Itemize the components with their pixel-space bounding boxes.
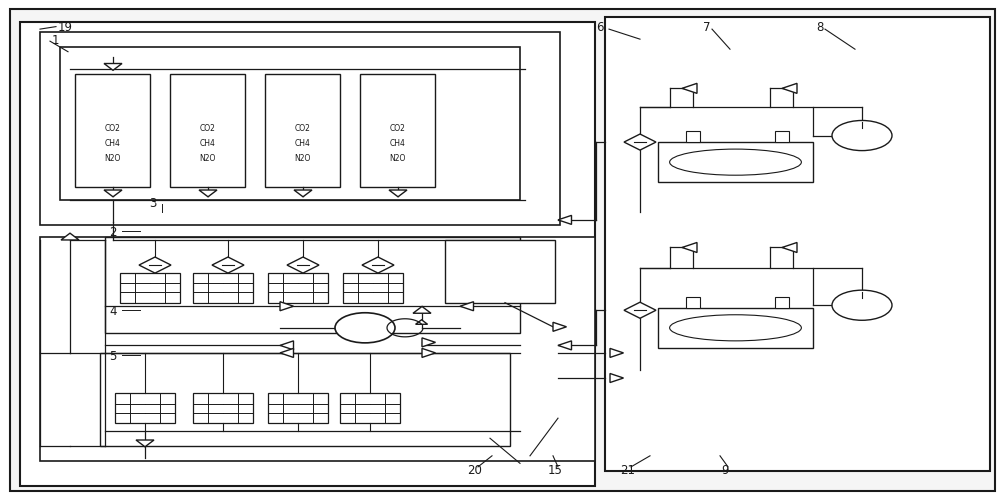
Polygon shape	[139, 258, 171, 274]
Bar	[340, 393, 400, 423]
Polygon shape	[460, 302, 474, 311]
Text: 1: 1	[51, 34, 59, 47]
Text: CO2: CO2	[200, 123, 215, 132]
Bar	[60, 48, 520, 200]
Polygon shape	[280, 302, 294, 311]
Polygon shape	[136, 440, 154, 447]
Bar	[100, 353, 510, 446]
Bar	[268, 393, 328, 423]
Bar	[120, 273, 180, 303]
Bar	[775, 297, 789, 308]
Text: CH4: CH4	[295, 138, 310, 147]
Text: 4: 4	[109, 304, 117, 317]
Bar	[170, 75, 245, 188]
Bar	[115, 393, 175, 423]
Bar	[193, 393, 253, 423]
Polygon shape	[416, 320, 428, 325]
Polygon shape	[104, 64, 122, 71]
Text: CO2: CO2	[390, 123, 405, 132]
Polygon shape	[422, 338, 436, 347]
Text: N2O: N2O	[389, 153, 406, 162]
Polygon shape	[553, 323, 566, 332]
Bar	[360, 75, 435, 188]
Text: CO2: CO2	[105, 123, 120, 132]
Circle shape	[832, 121, 892, 151]
Polygon shape	[624, 303, 656, 319]
Bar	[343, 273, 403, 303]
Text: 15: 15	[548, 463, 562, 476]
Text: 19: 19	[58, 21, 72, 34]
Text: N2O: N2O	[104, 153, 121, 162]
Polygon shape	[682, 84, 697, 94]
Text: N2O: N2O	[294, 153, 311, 162]
Bar	[105, 238, 520, 333]
Polygon shape	[389, 191, 407, 197]
Bar	[445, 240, 555, 303]
Text: 2: 2	[109, 225, 117, 238]
Bar	[40, 33, 560, 225]
Bar	[658, 143, 813, 183]
Polygon shape	[104, 191, 122, 197]
Polygon shape	[280, 349, 294, 358]
Polygon shape	[280, 341, 294, 350]
Circle shape	[832, 291, 892, 321]
Bar	[193, 273, 253, 303]
Text: 5: 5	[109, 349, 117, 362]
Polygon shape	[287, 258, 319, 274]
Polygon shape	[294, 191, 312, 197]
Text: CH4: CH4	[200, 138, 215, 147]
Polygon shape	[610, 374, 624, 383]
Polygon shape	[782, 84, 797, 94]
Polygon shape	[199, 191, 217, 197]
Polygon shape	[413, 307, 431, 314]
Text: N2O: N2O	[199, 153, 216, 162]
Text: 7: 7	[703, 21, 711, 34]
Bar	[40, 238, 595, 461]
Bar	[775, 132, 789, 143]
Polygon shape	[362, 258, 394, 274]
Text: 8: 8	[816, 21, 824, 34]
Bar	[605, 18, 990, 471]
Text: CO2: CO2	[295, 123, 310, 132]
Polygon shape	[624, 135, 656, 151]
Bar	[686, 297, 700, 308]
Text: CH4: CH4	[390, 138, 405, 147]
Polygon shape	[212, 258, 244, 274]
Bar	[686, 132, 700, 143]
Bar	[265, 75, 340, 188]
Polygon shape	[422, 349, 436, 358]
Text: CH4: CH4	[105, 138, 120, 147]
Bar	[75, 75, 150, 188]
Bar	[20, 23, 595, 486]
Text: 21: 21	[620, 463, 636, 476]
Polygon shape	[682, 243, 697, 253]
Polygon shape	[610, 349, 624, 358]
Text: 3: 3	[149, 196, 157, 209]
Bar	[658, 308, 813, 348]
Ellipse shape	[670, 150, 801, 176]
Polygon shape	[558, 216, 572, 225]
Text: 6: 6	[596, 21, 604, 34]
Ellipse shape	[670, 315, 801, 341]
Circle shape	[335, 313, 395, 343]
Bar	[268, 273, 328, 303]
Polygon shape	[782, 243, 797, 253]
Text: 9: 9	[721, 463, 729, 476]
Text: 20: 20	[468, 463, 482, 476]
Polygon shape	[558, 341, 572, 350]
Polygon shape	[61, 233, 79, 240]
